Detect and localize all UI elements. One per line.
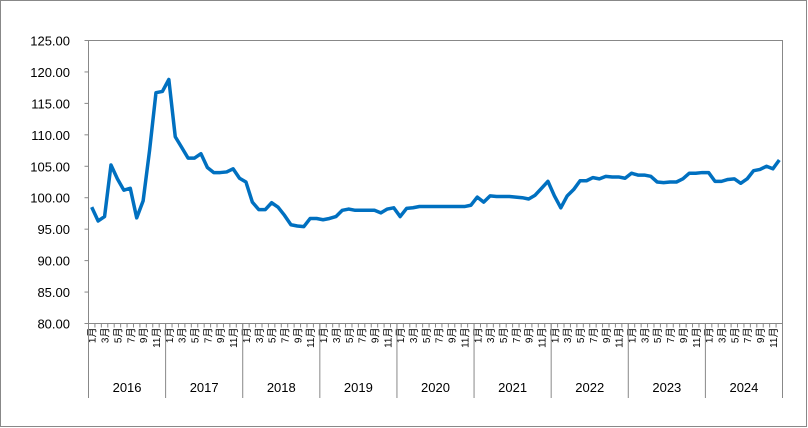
- y-tick-label: 100.00: [30, 191, 70, 206]
- group-label: 2022: [575, 380, 604, 395]
- x-tick-label: 9月: [369, 328, 381, 344]
- x-tick-label: 5月: [652, 328, 664, 344]
- group-label: 2021: [498, 380, 527, 395]
- x-tick-label: 3月: [639, 328, 651, 344]
- x-tick-label: 7月: [202, 328, 214, 344]
- x-tick-label: 3月: [408, 328, 420, 344]
- x-tick-label: 3月: [485, 328, 497, 344]
- x-tick-label: 5月: [575, 328, 587, 344]
- x-tick-label: 11月: [382, 328, 394, 348]
- y-tick-label: 125.00: [30, 34, 70, 49]
- x-tick-label: 11月: [691, 328, 703, 348]
- group-label: 2023: [652, 380, 681, 395]
- x-tick-label: 7月: [279, 328, 291, 344]
- x-tick-label: 1月: [704, 328, 716, 344]
- x-tick-label: 3月: [254, 328, 266, 344]
- data-line: [90, 77, 781, 229]
- y-tick-label: 115.00: [31, 96, 70, 111]
- x-tick-label: 1月: [87, 328, 99, 344]
- group-label: 2024: [729, 380, 758, 395]
- x-tick-label: 3月: [177, 328, 189, 344]
- x-tick-label: 5月: [267, 328, 279, 344]
- x-tick-label: 11月: [537, 328, 549, 348]
- x-tick-label: 7月: [742, 328, 754, 344]
- x-tick-label: 5月: [729, 328, 741, 344]
- x-tick-label: 11月: [228, 328, 240, 348]
- x-tick-label: 7月: [665, 328, 677, 344]
- y-tick-label: 120.00: [30, 65, 70, 80]
- x-tick-label: 3月: [331, 328, 343, 344]
- y-tick-label: 90.00: [37, 254, 70, 269]
- group-label: 2016: [113, 380, 142, 395]
- group-label: 2020: [421, 380, 450, 395]
- x-tick-label: 9月: [215, 328, 227, 344]
- x-tick-label: 9月: [138, 328, 150, 344]
- x-tick-label: 11月: [305, 328, 317, 348]
- x-tick-label: 1月: [395, 328, 407, 344]
- x-tick-label: 7月: [511, 328, 523, 344]
- x-tick-label: 5月: [190, 328, 202, 344]
- x-tick-label: 9月: [524, 328, 536, 344]
- group-label: 2019: [344, 380, 373, 395]
- x-tick-label: 9月: [292, 328, 304, 344]
- x-tick-label: 1月: [241, 328, 253, 344]
- x-tick-label: 3月: [100, 328, 112, 344]
- x-tick-label: 11月: [459, 328, 471, 348]
- x-tick-label: 3月: [716, 328, 728, 344]
- x-tick-label: 5月: [421, 328, 433, 344]
- x-tick-label: 9月: [755, 328, 767, 344]
- y-tick-label: 80.00: [37, 317, 70, 332]
- x-tick-label: 7月: [588, 328, 600, 344]
- x-tick-label: 5月: [498, 328, 510, 344]
- x-tick-label: 1月: [549, 328, 561, 344]
- x-tick-label: 11月: [768, 328, 780, 348]
- y-tick-label: 110.00: [31, 128, 70, 143]
- x-tick-label: 9月: [601, 328, 613, 344]
- y-tick-label: 105.00: [30, 159, 70, 174]
- x-tick-label: 1月: [318, 328, 330, 344]
- x-tick-label: 7月: [125, 328, 137, 344]
- x-tick-label: 9月: [447, 328, 459, 344]
- x-tick-label: 11月: [614, 328, 626, 348]
- group-label: 2018: [267, 380, 296, 395]
- x-tick-label: 5月: [112, 328, 124, 344]
- x-tick-label: 5月: [344, 328, 356, 344]
- x-tick-label: 1月: [472, 328, 484, 344]
- x-tick-label: 1月: [626, 328, 638, 344]
- group-label: 2017: [190, 380, 219, 395]
- x-tick-label: 3月: [562, 328, 574, 344]
- x-tick-label: 7月: [434, 328, 446, 344]
- y-tick-label: 85.00: [37, 285, 70, 300]
- x-tick-label: 11月: [151, 328, 163, 348]
- x-tick-label: 1月: [164, 328, 176, 344]
- x-tick-label: 9月: [678, 328, 690, 344]
- x-tick-label: 7月: [357, 328, 369, 344]
- y-tick-label: 95.00: [37, 222, 70, 237]
